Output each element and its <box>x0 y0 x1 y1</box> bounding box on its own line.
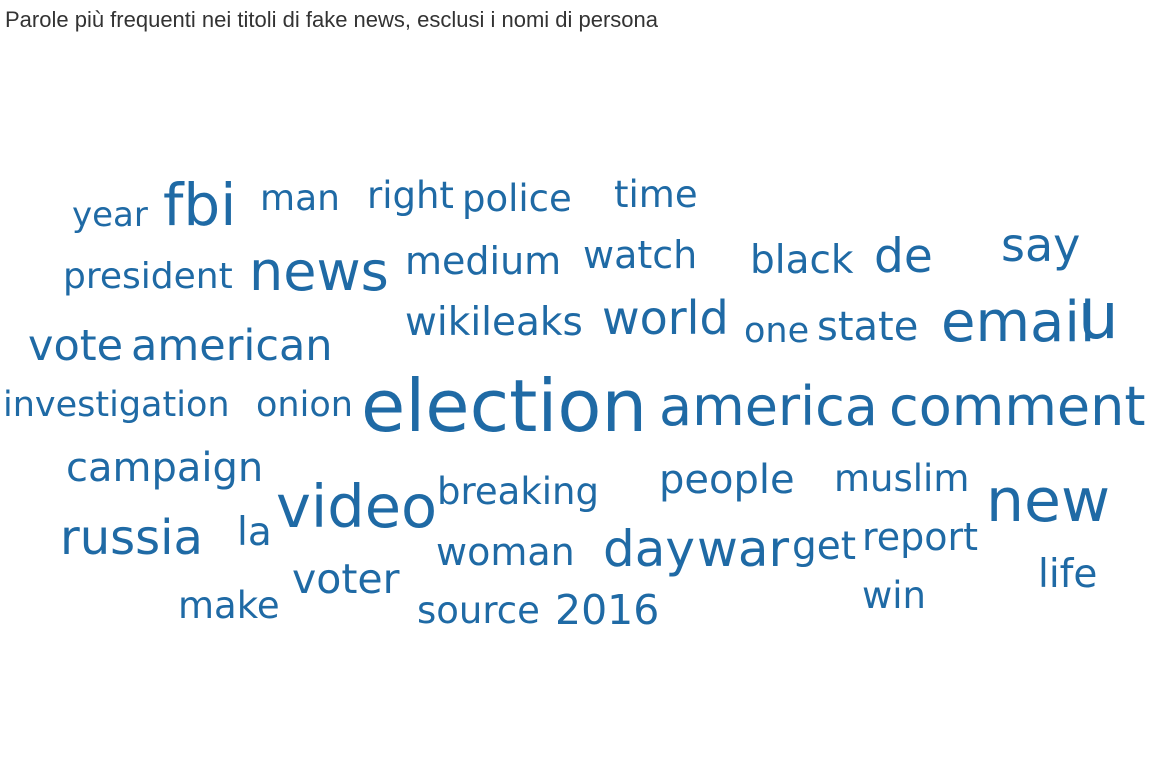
word-american: american <box>131 321 333 371</box>
word-u: u <box>1078 280 1119 354</box>
word-watch: watch <box>583 233 698 277</box>
word-la: la <box>237 510 272 555</box>
word-america: america <box>659 375 878 438</box>
word-russia: russia <box>60 510 203 566</box>
word-new: new <box>986 466 1111 536</box>
word-fbi: fbi <box>163 171 237 239</box>
word-police: police <box>462 177 572 220</box>
word-news: news <box>249 240 389 303</box>
word-win: win <box>862 574 926 617</box>
word-onion: onion <box>256 385 353 425</box>
word-day: day <box>603 520 695 578</box>
word-investigation: investigation <box>3 385 230 425</box>
word-say: say <box>1001 218 1081 272</box>
word-medium: medium <box>405 239 562 283</box>
word-voter: voter <box>292 555 400 603</box>
word-muslim: muslim <box>834 457 970 500</box>
word-2016: 2016 <box>555 586 660 634</box>
word-woman: woman <box>436 530 575 574</box>
word-president: president <box>63 256 233 297</box>
word-video: video <box>276 472 438 541</box>
chart-title: Parole più frequenti nei titoli di fake … <box>5 7 659 32</box>
word-breaking: breaking <box>437 470 599 513</box>
word-black: black <box>750 238 854 283</box>
word-get: get <box>792 524 857 569</box>
word-right: right <box>367 174 454 217</box>
word-email: email <box>941 290 1096 355</box>
word-make: make <box>178 584 280 627</box>
word-people: people <box>659 457 795 503</box>
word-comment: comment <box>889 375 1146 438</box>
word-source: source <box>417 589 540 632</box>
word-vote: vote <box>28 321 124 371</box>
word-war: war <box>697 520 790 578</box>
word-man: man <box>260 178 340 219</box>
word-report: report <box>862 515 979 559</box>
word-life: life <box>1038 552 1098 597</box>
word-de: de <box>874 229 933 284</box>
word-world: world <box>602 291 729 345</box>
word-state: state <box>817 304 919 350</box>
word-campaign: campaign <box>66 445 264 491</box>
word-wikileaks: wikileaks <box>405 300 583 345</box>
word-year: year <box>72 195 148 235</box>
word-time: time <box>614 173 698 216</box>
word-one: one <box>744 311 810 351</box>
word-election: election <box>361 364 648 448</box>
